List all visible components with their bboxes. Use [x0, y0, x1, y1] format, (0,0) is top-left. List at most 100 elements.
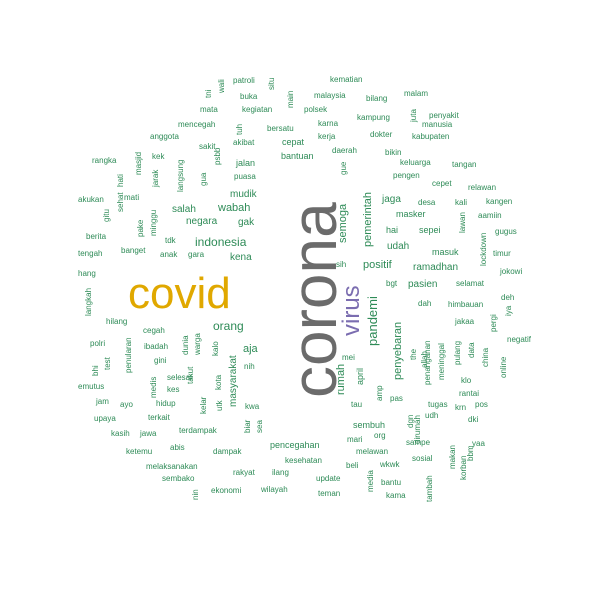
word-bgt: bgt [386, 279, 398, 288]
word-gitu: gitu [102, 209, 111, 222]
word-jam: jam [96, 397, 109, 406]
word-bersatu: bersatu [267, 124, 294, 133]
word-orang: orang [213, 319, 244, 333]
word-ramadhan: ramadhan [413, 262, 459, 273]
word-pake: pake [136, 219, 145, 237]
word-tangan: tangan [452, 160, 477, 169]
word-polri: polri [90, 339, 106, 348]
word-main: main [286, 90, 295, 108]
word-dah: dah [418, 299, 432, 308]
word-sea: sea [255, 420, 264, 433]
word-bantu: bantu [381, 478, 402, 487]
word-sosial: sosial [412, 454, 433, 463]
word-gara: gara [188, 250, 205, 259]
word-pengen: pengen [393, 171, 420, 180]
word-karna: karna [318, 119, 339, 128]
word-buka: buka [240, 92, 258, 101]
word-aamiin: aamiin [478, 211, 502, 220]
word-minggu: minggu [149, 209, 158, 236]
word-keluarga: keluarga [400, 158, 431, 167]
word-takut: takut [186, 366, 195, 384]
word-wali: wali [217, 79, 226, 93]
word-pemerintah: pemerintah [362, 191, 374, 247]
word-virus: virus [338, 285, 365, 336]
word-ekonomi: ekonomi [211, 486, 242, 495]
word-krn: krn [455, 403, 467, 412]
word-kasih: kasih [111, 429, 130, 438]
word-bantuan: bantuan [281, 151, 314, 161]
word-bbm: bbm [466, 445, 475, 461]
word-jakaa: jakaa [455, 317, 475, 326]
word-sakit: sakit [199, 142, 216, 151]
word-kesehatan: kesehatan [285, 456, 322, 465]
word-ayo: ayo [120, 400, 133, 409]
word-nih: nih [244, 362, 255, 371]
word-ketemu: ketemu [126, 447, 153, 456]
word-sepei: sepei [419, 225, 441, 235]
word-sehat: sehat [116, 192, 125, 212]
word-pas: pas [390, 394, 403, 403]
word-negara: negara [186, 216, 218, 227]
word-ilang: ilang [272, 468, 289, 477]
word-gue: gue [339, 161, 348, 175]
word-kelar: kelar [199, 396, 208, 414]
word-test: test [103, 357, 112, 370]
word-jarak: jarak [151, 169, 160, 187]
word-selamat: selamat [456, 279, 485, 288]
word-makan: makan [448, 444, 457, 469]
word-melaksanakan: melaksanakan [146, 462, 198, 471]
word-relawan: relawan [468, 183, 497, 192]
word-hang: hang [78, 269, 96, 278]
word-indonesia: indonesia [195, 235, 247, 249]
word-malaysia: malaysia [314, 91, 346, 100]
word-april: april [355, 367, 365, 385]
word-gak: gak [238, 217, 255, 228]
word-pandemi: pandemi [365, 296, 380, 346]
word-psbb: psbb [213, 147, 222, 165]
word-cepet: cepet [432, 179, 452, 188]
word-tengah: tengah [78, 249, 103, 258]
word-cepat: cepat [282, 137, 305, 147]
word-wabah: wabah [218, 202, 251, 214]
word-bikin: bikin [385, 148, 402, 157]
word-masjid: masjid [134, 151, 143, 175]
word-kena: kena [230, 252, 252, 263]
word-update: update [316, 474, 341, 483]
word-sembako: sembako [162, 474, 195, 483]
word-anggota: anggota [150, 132, 179, 141]
word-meninggal: meninggal [437, 343, 446, 380]
word-negatif: negatif [507, 335, 532, 344]
word-penularan: penularan [124, 337, 133, 373]
word-kek: kek [152, 152, 165, 161]
word-dampak: dampak [213, 447, 242, 456]
word-amp: amp [375, 385, 384, 401]
word-tdk: tdk [165, 236, 176, 245]
word-pergi: pergi [489, 314, 498, 332]
word-berita: berita [86, 232, 107, 241]
word-lockdown: lockdown [479, 232, 488, 266]
word-akukan: akukan [78, 195, 104, 204]
word-daerah: daerah [332, 146, 357, 155]
word-udah: udah [387, 241, 410, 252]
word-deh: deh [501, 293, 515, 302]
word-bhi: bhi [91, 365, 100, 376]
word-wilayah: wilayah [261, 485, 288, 494]
word-sembuh: sembuh [353, 420, 386, 430]
word-langkah: langkah [84, 287, 93, 316]
word-himbauan: himbauan [448, 300, 484, 309]
word-tugas: tugas [428, 400, 448, 409]
word-dki: dki [468, 415, 479, 424]
word-korban: korban [459, 455, 468, 480]
word-tau: tau [351, 400, 363, 409]
word-kerja: kerja [318, 132, 336, 141]
word-cegah: cegah [143, 326, 165, 335]
word-kampung: kampung [357, 113, 390, 122]
word-mei: mei [342, 353, 355, 362]
word-covid: covid [128, 269, 231, 318]
word-kegiatan: kegiatan [242, 105, 273, 114]
word-dokter: dokter [370, 130, 393, 139]
word-kota: kota [214, 374, 223, 390]
word-yaa: yaa [472, 439, 485, 448]
word-kangen: kangen [486, 197, 513, 206]
